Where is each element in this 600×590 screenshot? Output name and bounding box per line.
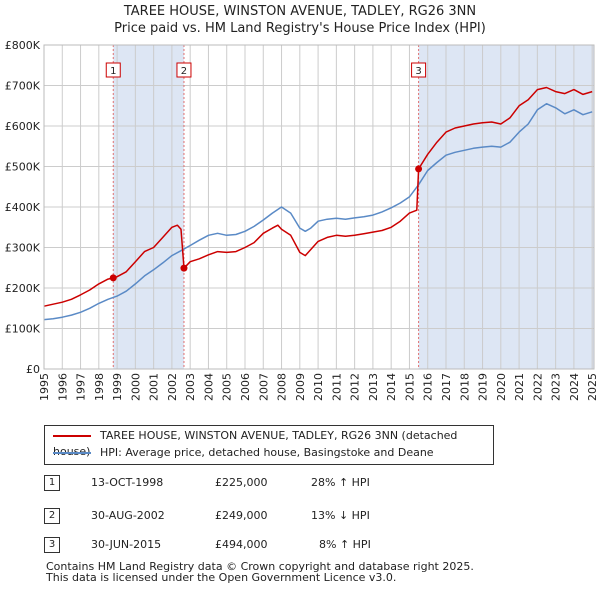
transaction-hpi: 13% ↓ HPI [311, 509, 370, 522]
x-tick-label: 2008 [276, 373, 289, 401]
footer-line1: Contains HM Land Registry data © Crown c… [46, 560, 474, 573]
footer-line2: This data is licensed under the Open Gov… [46, 571, 397, 584]
sale-label: 3 [415, 66, 421, 77]
legend-swatch-property [53, 435, 91, 437]
x-tick-label: 2024 [568, 373, 581, 401]
x-tick-label: 2014 [385, 373, 398, 401]
chart-title-line1: TAREE HOUSE, WINSTON AVENUE, TADLEY, RG2… [123, 4, 477, 19]
transaction-hpi: 8% ↑ HPI [319, 538, 371, 551]
transaction-date: 30-JUN-2015 [91, 538, 162, 551]
series-line-property [43, 86, 593, 307]
transaction-date: 13-OCT-1998 [91, 476, 164, 489]
x-tick-label: 2017 [440, 373, 453, 401]
x-tick-label: 1997 [75, 373, 88, 401]
legend-swatch-hpi [53, 452, 91, 454]
y-tick-label: £100K [5, 323, 41, 336]
sale-label-box [105, 62, 121, 78]
legend-label-hpi: HPI: Average price, detached house, Basi… [100, 446, 434, 459]
chart-legend: TAREE HOUSE, WINSTON AVENUE, TADLEY, RG2… [44, 425, 494, 465]
x-tick-label: 2023 [550, 373, 563, 401]
y-tick-label: £200K [5, 282, 41, 295]
chart-title-line2: Price paid vs. HM Land Registry's House … [114, 21, 486, 36]
legend-item-property: TAREE HOUSE, WINSTON AVENUE, TADLEY, RG2… [53, 428, 493, 458]
transaction-row: 1 13-OCT-1998 £225,000 28% ↑ HPI [44, 475, 544, 495]
sale-label-box [411, 62, 427, 78]
plot-frame [43, 44, 595, 370]
x-tick-label: 2006 [239, 373, 252, 401]
x-tick-label: 2015 [403, 373, 416, 401]
y-tick-label: £800K [5, 39, 41, 52]
y-tick-label: £500K [5, 161, 41, 174]
y-tick-label: £400K [5, 201, 41, 214]
x-tick-label: 2020 [495, 373, 508, 401]
x-tick-label: 2018 [458, 373, 471, 401]
x-tick-label: 2005 [221, 373, 234, 401]
sale-label: 2 [181, 66, 187, 77]
x-tick-label: 1995 [38, 373, 51, 401]
transaction-date: 30-AUG-2002 [91, 509, 165, 522]
x-tick-label: 2013 [367, 373, 380, 401]
x-tick-label: 2003 [184, 373, 197, 401]
x-tick-label: 2016 [422, 373, 435, 401]
x-tick-label: 2012 [349, 373, 362, 401]
x-tick-label: 2011 [330, 373, 343, 401]
footer: Contains HM Land Registry data © Crown c… [46, 561, 474, 583]
transaction-price: £225,000 [215, 476, 268, 489]
transaction-price: £494,000 [215, 538, 268, 551]
transaction-price: £249,000 [215, 509, 268, 522]
x-tick-label: 2004 [202, 373, 215, 401]
x-tick-label: 2000 [129, 373, 142, 401]
x-tick-label: 2007 [257, 373, 270, 401]
x-tick-label: 1999 [111, 373, 124, 401]
y-tick-label: £0 [26, 363, 40, 376]
legend-label-property: TAREE HOUSE, WINSTON AVENUE, TADLEY, RG2… [53, 429, 458, 458]
sale-point [109, 274, 117, 282]
y-tick-label: £600K [5, 120, 41, 133]
series-line-hpi [43, 102, 593, 321]
transaction-hpi: 28% ↑ HPI [311, 476, 370, 489]
transaction-number: 3 [44, 537, 60, 553]
x-tick-label: 2019 [477, 373, 490, 401]
x-tick-label: 1996 [56, 373, 69, 401]
x-tick-label: 2009 [294, 373, 307, 401]
x-tick-label: 1998 [93, 373, 106, 401]
price-chart: £0 £100K £200K £300K £400K £500K £600K £700K £80… [5, 39, 599, 401]
transaction-number: 1 [44, 475, 60, 491]
x-tick-label: 2025 [586, 373, 599, 401]
transaction-row: 3 30-JUN-2015 £494,000 8% ↑ HPI [44, 537, 544, 557]
x-tick-label: 2010 [312, 373, 325, 401]
transaction-number: 2 [44, 508, 60, 524]
sale-point [180, 264, 188, 272]
sale-label-box [176, 62, 192, 78]
x-tick-label: 2022 [531, 373, 544, 401]
sale-point [415, 165, 423, 173]
x-tick-label: 2001 [148, 373, 161, 401]
x-tick-label: 2002 [166, 373, 179, 401]
y-tick-label: £300K [5, 242, 41, 255]
x-tick-label: 2021 [513, 373, 526, 401]
y-tick-label: £700K [5, 80, 41, 93]
transaction-row: 2 30-AUG-2002 £249,000 13% ↓ HPI [44, 508, 544, 528]
sale-label: 1 [110, 66, 116, 77]
legend-item-hpi: HPI: Average price, detached house, Basi… [53, 445, 434, 461]
